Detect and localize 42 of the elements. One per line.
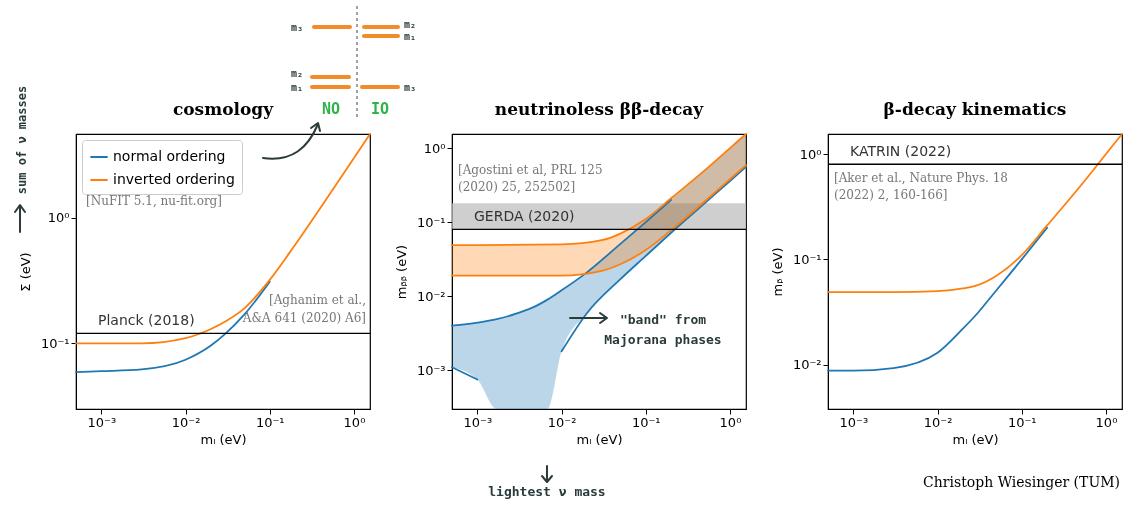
y-tick-label: 10⁻³: [416, 362, 446, 378]
legend-label: normal ordering: [113, 148, 226, 164]
x-tick-label: 10⁻¹: [1007, 414, 1037, 430]
y-tick-label: 10⁻²: [792, 357, 822, 373]
y-axis-title: mᵦᵦ (eV): [393, 244, 409, 300]
legend-label: inverted ordering: [113, 171, 235, 187]
x-tick-label: 10⁻²: [171, 414, 201, 430]
y-axis-title: Σ (eV): [17, 252, 33, 292]
x-tick-label: 10⁰: [719, 414, 742, 430]
ref-line-label: Planck (2018): [98, 312, 195, 329]
x-tick-label: 10⁻³: [839, 414, 869, 430]
text: lightest ν mass: [488, 484, 606, 499]
x-axis-title: mₗ (eV): [576, 431, 623, 447]
ref-line-label: GERDA (2020): [474, 208, 575, 225]
y-tick-label: 10⁻¹: [416, 214, 446, 230]
chart-title: cosmology: [172, 99, 275, 120]
y-tick-label: 10⁻²: [416, 288, 446, 304]
x-axis-title: mₗ (eV): [952, 431, 999, 447]
x-tick-label: 10⁰: [1095, 414, 1118, 430]
x-tick-label: 10⁻³: [463, 414, 493, 430]
x-tick-label: 10⁻³: [87, 414, 117, 430]
y-axis-title: mᵦ (eV): [769, 247, 785, 297]
annotation: [NuFIT 5.1, nu-fit.org]: [86, 194, 222, 208]
x-tick-label: 10⁻²: [923, 414, 953, 430]
text: Christoph Wiesinger (TUM): [923, 474, 1120, 490]
y-tick-label: 10⁻¹: [792, 251, 822, 267]
mass-ordering-diagram: m₃ m₂ m₁ NO IO m₂ m₁ m₃: [290, 5, 417, 118]
x-tick-label: 10⁻¹: [631, 414, 661, 430]
text: sum of ν masses: [15, 85, 29, 195]
y-tick-label: 10⁰: [799, 146, 822, 162]
x-tick-label: 10⁻²: [547, 414, 577, 430]
y-tick-label: 10⁰: [423, 140, 446, 156]
annotation: "band" from Majorana phases: [604, 312, 722, 347]
ref-line-label: KATRIN (2022): [850, 143, 952, 160]
x-axis-title: mₗ (eV): [200, 431, 247, 447]
x-tick-label: 10⁻¹: [255, 414, 285, 430]
chart-title: β-decay kinematics: [883, 99, 1067, 120]
annotation: [Aker et al., Nature Phys. 18 (2022) 2, 160-166]: [834, 171, 1008, 202]
annotation: [Aghanim et al., A&A 641 (2020) A6]: [241, 293, 366, 325]
annotation: [Agostini et al, PRL 125 (2020) 25, 252502]: [458, 163, 603, 194]
x-tick-label: 10⁰: [343, 414, 366, 430]
chart-title: neutrinoless ββ-decay: [494, 99, 705, 120]
